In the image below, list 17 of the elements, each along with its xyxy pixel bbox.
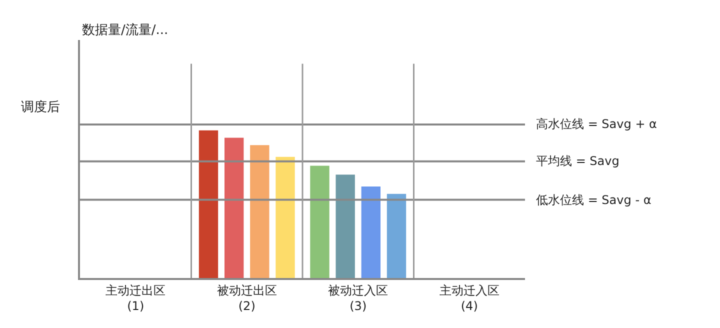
text: 调度后 [21,99,60,115]
bar [276,156,295,278]
bar [224,138,244,278]
bar [386,194,406,278]
x-tick-label: 被动迁出区 (2) [216,283,277,313]
bar [361,186,381,278]
text: 数据量/流量/... [82,22,168,38]
bar [310,166,330,278]
bar [198,130,218,278]
ref-line-label: 低水位线 = Savg - α [536,193,652,207]
bar [250,145,270,278]
bar [336,174,355,278]
x-tick-label: 主动迁入区 (4) [439,283,500,313]
x-tick-label: 被动迁入区 (3) [328,283,388,313]
x-tick-label: 主动迁出区 (1) [106,283,166,313]
ref-line-label: 平均线 = Savg [536,154,620,168]
ref-line-label: 高水位线 = Savg + α [536,117,658,131]
